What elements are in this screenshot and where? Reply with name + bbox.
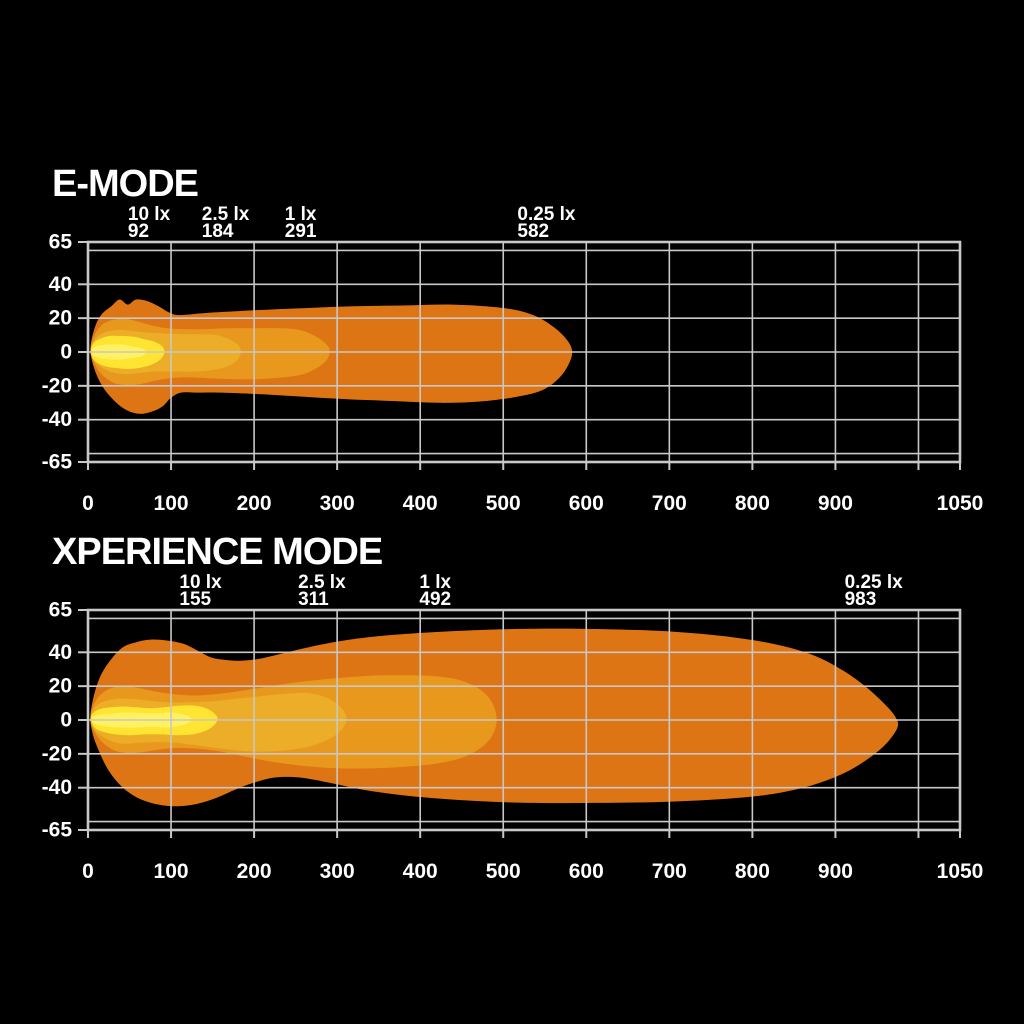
y-axis-label: 0 — [60, 709, 72, 732]
y-axis-label: 20 — [49, 675, 72, 698]
x-axis-label: 200 — [237, 492, 272, 515]
y-axis-label: -20 — [42, 374, 72, 397]
y-axis-label: 40 — [49, 641, 72, 664]
x-axis-label: 600 — [569, 492, 604, 515]
isolux-annotation-0-25-lx: 0.25 lx 582 — [517, 204, 576, 242]
x-axis-label: 700 — [652, 860, 687, 883]
isolux-annotation-1-lx: 1 lx 291 — [285, 204, 317, 242]
beam-contours — [90, 628, 899, 807]
e-mode-plot: E-MODE 10 lx 92 2.5 lx 184 1 lx 291 0.25 lx 582… — [42, 163, 984, 516]
x-axis-label: 600 — [569, 860, 604, 883]
isolux-annotation-2-5-lx: 2.5 lx 311 — [298, 572, 346, 610]
x-axis-label: 100 — [154, 860, 189, 883]
xperience-mode-plot: XPERIENCE MODE 10 lx 155 2.5 lx 311 1 lx 492 0… — [42, 531, 984, 884]
y-axis-label: -40 — [42, 408, 72, 431]
x-axis-label: 900 — [818, 860, 853, 883]
isolux-contour-2-5-lx — [90, 692, 347, 752]
y-axis-label: 65 — [49, 599, 73, 622]
x-axis-label: 700 — [652, 492, 687, 515]
y-axis-label: 65 — [49, 231, 73, 254]
chart-xperience-mode: XPERIENCE MODE 10 lx 155 2.5 lx 311 1 lx 492 0… — [0, 518, 1024, 890]
y-axis-label: 20 — [49, 307, 72, 330]
x-axis-label: 1050 — [937, 492, 984, 515]
isolux-annotation-1-lx: 1 lx 492 — [419, 572, 451, 610]
isolux-annotations: 10 lx 92 2.5 lx 184 1 lx 291 0.25 lx 582 — [128, 204, 576, 242]
y-axis-label: 40 — [49, 273, 72, 296]
x-axis-label: 200 — [237, 860, 272, 883]
isolux-annotations: 10 lx 155 2.5 lx 311 1 lx 492 0.25 lx 983 — [179, 572, 903, 610]
x-axis-label: 0 — [82, 492, 94, 515]
y-axis-label: -20 — [42, 742, 72, 765]
isolux-annotation-10-lx: 10 lx 92 — [128, 204, 171, 242]
x-axis-label: 400 — [403, 860, 438, 883]
x-axis-label: 0 — [82, 860, 94, 883]
plot-grid — [86, 240, 962, 464]
x-axis-label: 1050 — [937, 860, 984, 883]
chart-title-e-mode: E-MODE — [52, 163, 198, 205]
chart-e-mode: E-MODE 10 lx 92 2.5 lx 184 1 lx 291 0.25 lx 582… — [0, 150, 1024, 522]
x-axis-label: 300 — [320, 860, 355, 883]
y-axis-label: 0 — [60, 341, 72, 364]
x-axis-label: 100 — [154, 492, 189, 515]
x-axis-label: 500 — [486, 492, 521, 515]
y-axis-label: -65 — [42, 819, 73, 842]
beam-contours — [90, 299, 573, 414]
x-axis-label: 500 — [486, 860, 521, 883]
y-axis-label: -40 — [42, 776, 72, 799]
chart-title-xperience-mode: XPERIENCE MODE — [52, 531, 382, 573]
x-axis-label: 400 — [403, 492, 438, 515]
x-axis-label: 800 — [735, 492, 770, 515]
x-axis-label: 800 — [735, 860, 770, 883]
isolux-annotation-10-lx: 10 lx 155 — [179, 572, 222, 610]
isolux-annotation-0-25-lx: 0.25 lx 983 — [845, 572, 904, 610]
x-axis-label: 900 — [818, 492, 853, 515]
isolux-annotation-2-5-lx: 2.5 lx 184 — [202, 204, 250, 242]
y-axis-label: -65 — [42, 451, 73, 474]
x-axis-label: 300 — [320, 492, 355, 515]
